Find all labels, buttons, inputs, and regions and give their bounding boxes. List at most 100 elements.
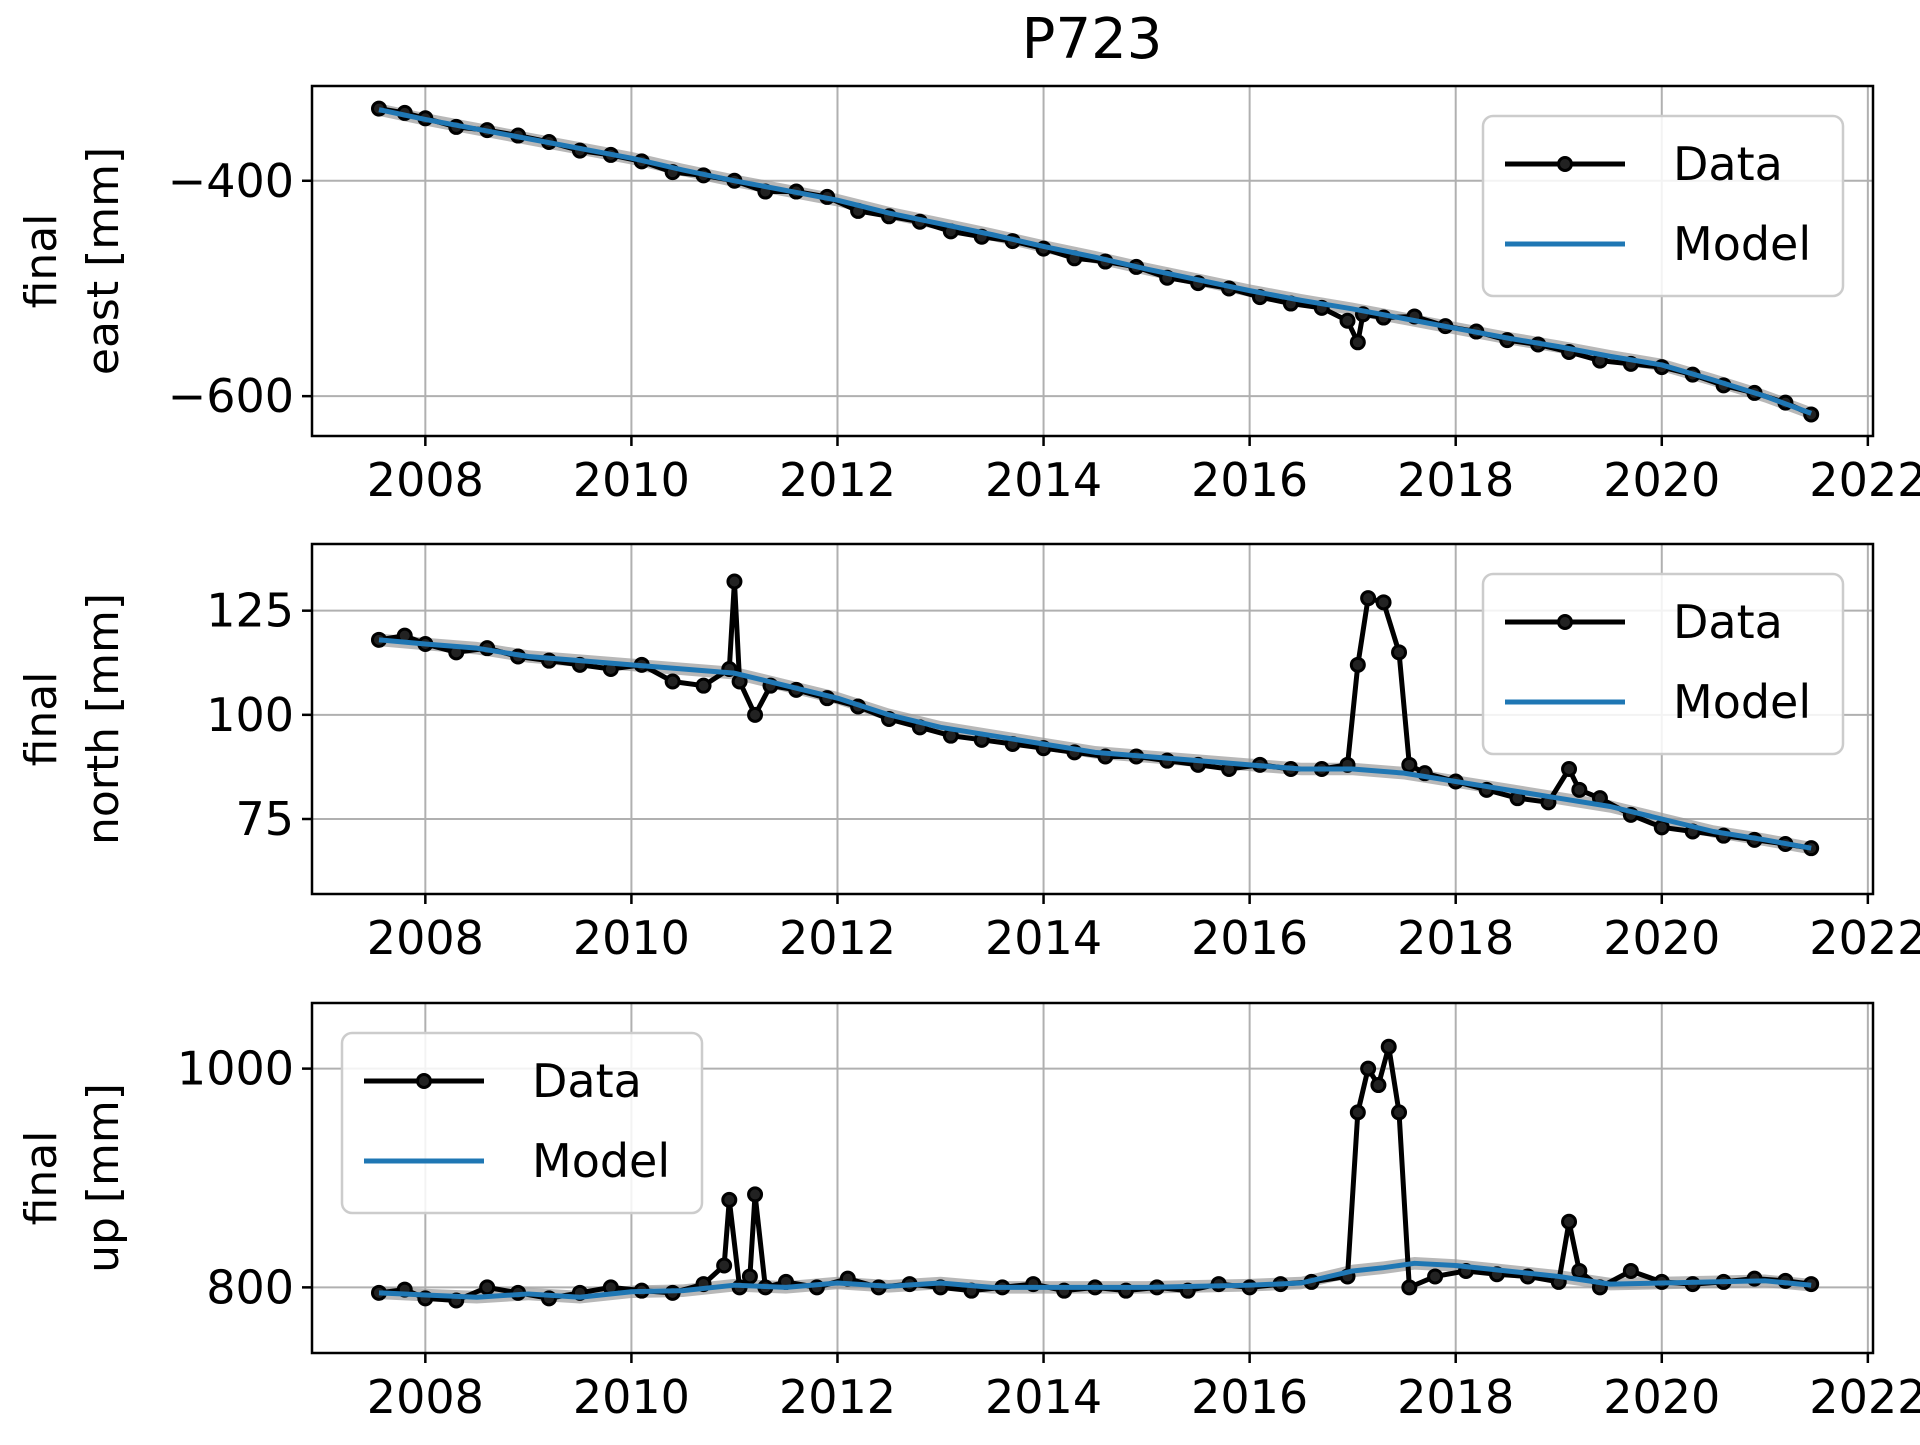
legend: Data Model <box>1481 572 1845 756</box>
legend-data-marker <box>1557 614 1573 630</box>
data-point <box>1339 312 1356 329</box>
data-point <box>1360 1060 1377 1077</box>
plot-area <box>370 1038 1820 1309</box>
y-axis-label: final east [mm] <box>16 147 129 375</box>
y-tick-label: 800 <box>206 1260 294 1314</box>
panel-3: 2008 2010 2012 2014 2016 2018 2020 2022 1000 800 f… <box>16 1001 1920 1424</box>
x-tick-label: 2014 <box>985 911 1102 965</box>
x-tick-label: 2016 <box>1191 1370 1308 1424</box>
x-tick-label: 2014 <box>985 1370 1102 1424</box>
x-tick-label: 2012 <box>779 1370 896 1424</box>
data-point <box>1571 1262 1588 1279</box>
y-axis-label-line: north [mm] <box>78 593 129 845</box>
data-point <box>747 706 764 723</box>
x-tick-label: 2010 <box>573 1370 690 1424</box>
data-point <box>1401 756 1418 773</box>
legend-data-marker <box>1557 156 1573 172</box>
model-series-line <box>378 107 1813 416</box>
y-axis-label-line: final <box>16 672 67 767</box>
x-tick-label: 2014 <box>985 453 1102 507</box>
data-point <box>479 1279 496 1296</box>
legend-label-model: Model <box>1673 675 1811 729</box>
y-axis-label: final north [mm] <box>16 593 129 845</box>
x-tick-label: 2016 <box>1191 911 1308 965</box>
data-point <box>1401 1279 1418 1296</box>
data-point <box>1571 781 1588 798</box>
data-point <box>1427 1268 1444 1285</box>
x-tick-label: 2022 <box>1809 1370 1920 1424</box>
data-point <box>1561 761 1578 777</box>
data-point <box>1653 819 1670 836</box>
data-point <box>1391 644 1408 661</box>
data-point <box>1349 1104 1366 1121</box>
x-tick-label: 2008 <box>367 453 484 507</box>
legend-box <box>1481 572 1845 756</box>
legend-label-model: Model <box>1673 217 1811 271</box>
data-point <box>741 1268 758 1285</box>
axes-frame <box>310 542 1875 896</box>
legend: Data Model <box>340 1031 704 1215</box>
y-tick-label: −600 <box>168 369 294 423</box>
data-point <box>1561 1213 1578 1230</box>
data-point <box>1622 1262 1639 1279</box>
x-tick-label: 2022 <box>1809 911 1920 965</box>
x-tick-label: 2016 <box>1191 453 1308 507</box>
model-series-line <box>378 637 1812 851</box>
panels: 2008 2010 2012 2014 2016 2018 2020 2022 −400 −600… <box>16 84 1920 1424</box>
data-point <box>716 1257 733 1274</box>
legend-data-marker <box>416 1073 432 1089</box>
model-series-line <box>378 1260 1812 1300</box>
axes-frame <box>310 84 1875 438</box>
legend-label-model: Model <box>532 1134 670 1188</box>
x-tick-label: 2020 <box>1603 911 1720 965</box>
data-point <box>1375 594 1392 611</box>
x-tick-label: 2012 <box>779 911 896 965</box>
data-point <box>664 673 681 690</box>
y-tick-label: 125 <box>206 584 294 638</box>
y-axis-label-line: up [mm] <box>78 1083 129 1273</box>
y-tick-label: 75 <box>235 792 294 846</box>
figure-title: P723 <box>1022 7 1163 72</box>
plot-area <box>370 100 1820 423</box>
x-tick-label: 2012 <box>779 453 896 507</box>
legend-label-data: Data <box>1673 137 1783 191</box>
x-tick-label: 2020 <box>1603 1370 1720 1424</box>
panel-2: 2008 2010 2012 2014 2016 2018 2020 2022 125 100 75… <box>16 542 1920 965</box>
y-axis-label-line: final <box>16 1131 67 1226</box>
legend-label-data: Data <box>1673 595 1783 649</box>
y-axis-label-line: final <box>16 214 67 309</box>
data-point <box>721 1191 738 1208</box>
data-point <box>1370 1077 1387 1094</box>
data-point <box>1391 1104 1408 1121</box>
y-tick-label: 1000 <box>177 1042 294 1096</box>
data-point <box>1380 1038 1397 1055</box>
data-point <box>695 677 712 694</box>
legend: Data Model <box>1481 114 1845 298</box>
x-tick-label: 2008 <box>367 911 484 965</box>
y-tick-label: −400 <box>168 154 294 208</box>
model-uncertainty-band <box>378 1257 1812 1304</box>
x-tick-label: 2010 <box>573 453 690 507</box>
data-point <box>747 1186 764 1203</box>
data-point <box>1349 334 1366 351</box>
x-tick-label: 2020 <box>1603 453 1720 507</box>
legend-box <box>1481 114 1845 298</box>
axes-frame <box>310 1001 1875 1355</box>
x-tick-label: 2018 <box>1397 911 1514 965</box>
y-tick-label: 100 <box>206 688 294 742</box>
legend-box <box>340 1031 704 1215</box>
plot-area <box>370 573 1820 857</box>
x-tick-label: 2010 <box>573 911 690 965</box>
x-tick-label: 2008 <box>367 1370 484 1424</box>
data-point <box>1349 656 1366 673</box>
legend-label-data: Data <box>532 1054 642 1108</box>
x-tick-label: 2018 <box>1397 1370 1514 1424</box>
data-point <box>726 573 743 590</box>
x-tick-label: 2018 <box>1397 453 1514 507</box>
x-tick-label: 2022 <box>1809 453 1920 507</box>
y-axis-label: final up [mm] <box>16 1083 129 1273</box>
panel-1: 2008 2010 2012 2014 2016 2018 2020 2022 −400 −600… <box>16 84 1920 507</box>
y-axis-label-line: east [mm] <box>78 147 129 375</box>
